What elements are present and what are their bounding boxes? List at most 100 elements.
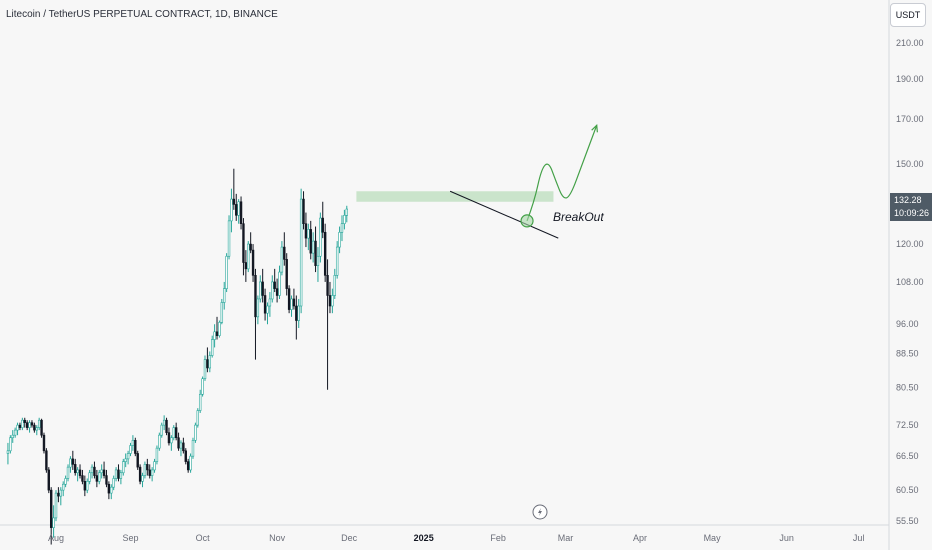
candle-body (138, 466, 142, 482)
candle (40, 418, 43, 438)
candle (131, 435, 135, 451)
candle-body (148, 469, 151, 476)
candle (100, 464, 103, 479)
time-tick-label: 2025 (414, 533, 434, 543)
candle-body (62, 483, 65, 491)
candle (174, 422, 178, 441)
time-tick-label: Feb (490, 533, 506, 543)
candle-body (174, 427, 178, 439)
price-tick-label: 210.00 (896, 38, 924, 48)
last-price-value: 132.28 (894, 195, 922, 205)
resistance-zone[interactable] (356, 191, 554, 202)
candle (98, 469, 101, 485)
candle-body (117, 469, 120, 479)
candle-body (287, 288, 291, 310)
candle-body (218, 322, 221, 336)
breakout-marker[interactable] (520, 214, 534, 228)
candle-body (292, 298, 296, 307)
lightning-icon[interactable] (532, 504, 548, 520)
candle (138, 464, 142, 485)
candle-body (225, 255, 228, 289)
candle (177, 432, 180, 451)
candle (37, 417, 41, 431)
candle (74, 458, 77, 476)
candle-body (227, 220, 231, 257)
candle-body (66, 466, 70, 479)
candle (141, 472, 144, 488)
candle (340, 215, 344, 242)
candle-body (203, 359, 207, 379)
candle (78, 464, 82, 479)
candle (220, 298, 224, 325)
candle-body (150, 469, 154, 476)
candle (105, 469, 108, 488)
time-axis[interactable]: Aug Sep Oct Nov Dec 2025 Feb Mar Apr May Jun Jul (48, 533, 864, 543)
candle-body (201, 378, 204, 395)
candle (256, 295, 260, 325)
candle-body (191, 440, 195, 457)
candle (184, 448, 187, 465)
projection-path[interactable] (526, 125, 598, 222)
price-tick-label: 88.50 (896, 348, 919, 358)
drawings-group (356, 124, 598, 239)
price-axis[interactable]: 210.00 190.00 170.00 150.00 120.00 108.00 96.0… (896, 38, 924, 526)
time-tick-label: Jun (779, 533, 794, 543)
candle (263, 288, 267, 321)
candle (16, 422, 19, 436)
candle-body (259, 281, 262, 300)
candle-body (30, 422, 34, 426)
candle-body (194, 424, 197, 441)
candle (88, 469, 91, 485)
candle-body (283, 246, 286, 260)
price-tick-label: 66.50 (896, 451, 919, 461)
candle (331, 288, 334, 314)
candle (134, 437, 137, 457)
candle-body (196, 410, 199, 426)
candle (86, 478, 89, 494)
candle-body (309, 229, 312, 254)
candle (18, 422, 22, 431)
candle-body (271, 281, 274, 300)
candle (213, 324, 216, 348)
price-tick-label: 55.50 (896, 516, 919, 526)
projection-arrowhead (591, 124, 598, 133)
candle-body (76, 469, 79, 474)
candle-body (179, 442, 183, 449)
candle-body (33, 424, 36, 431)
candle-body (261, 281, 264, 296)
candle (110, 484, 113, 500)
candle-body (285, 259, 288, 289)
candle (71, 450, 75, 470)
candle-body (206, 359, 209, 369)
candle-body (263, 295, 267, 314)
candle (76, 467, 79, 482)
trendline[interactable] (449, 190, 559, 239)
candle-body (78, 469, 82, 476)
candle (117, 464, 120, 482)
candle (316, 247, 320, 282)
candle (198, 389, 202, 413)
price-tick-label: 170.00 (896, 114, 924, 124)
currency-button[interactable]: USDT (890, 3, 926, 27)
candle (47, 467, 50, 494)
candle (182, 437, 185, 454)
candle-body (35, 427, 38, 431)
candle (319, 212, 322, 263)
candle (343, 209, 346, 230)
price-tick-label: 72.50 (896, 420, 919, 430)
candle-body (256, 298, 260, 318)
candle (162, 415, 166, 431)
candle (83, 475, 87, 497)
candle-body (251, 249, 255, 276)
candle-body (316, 255, 320, 266)
candle-body (186, 461, 190, 471)
candle-body (208, 355, 212, 369)
candle-body (52, 517, 55, 528)
candle-body (268, 298, 272, 307)
price-tick-label: 120.00 (896, 239, 924, 249)
candle (297, 298, 300, 329)
candle-body (177, 437, 180, 449)
candle (23, 417, 26, 428)
candle-body (323, 231, 327, 276)
